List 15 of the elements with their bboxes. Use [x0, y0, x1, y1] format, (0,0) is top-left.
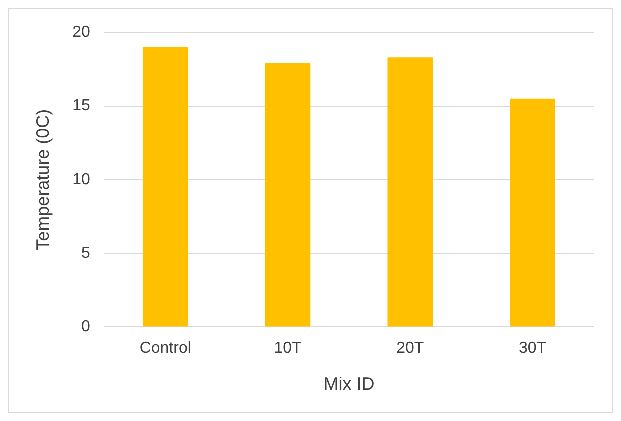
x-tick-label: 10T: [274, 340, 302, 358]
y-tick-label: 10: [72, 171, 90, 188]
y-tick-label: 0: [81, 318, 90, 336]
y-tick-label: 5: [81, 244, 90, 262]
y-tick-label: 15: [72, 98, 90, 115]
x-tick-label: 30T: [519, 340, 547, 358]
bar: [265, 64, 311, 327]
bar: [388, 58, 434, 327]
x-axis-title: Mix ID: [324, 374, 375, 394]
y-tick-label: 20: [72, 24, 90, 42]
x-tick-label: Control: [140, 340, 192, 358]
x-tick-label: 20T: [396, 340, 424, 358]
bar: [142, 47, 188, 327]
y-axis-title: Temperature (0C): [32, 109, 53, 250]
bar: [510, 98, 556, 327]
